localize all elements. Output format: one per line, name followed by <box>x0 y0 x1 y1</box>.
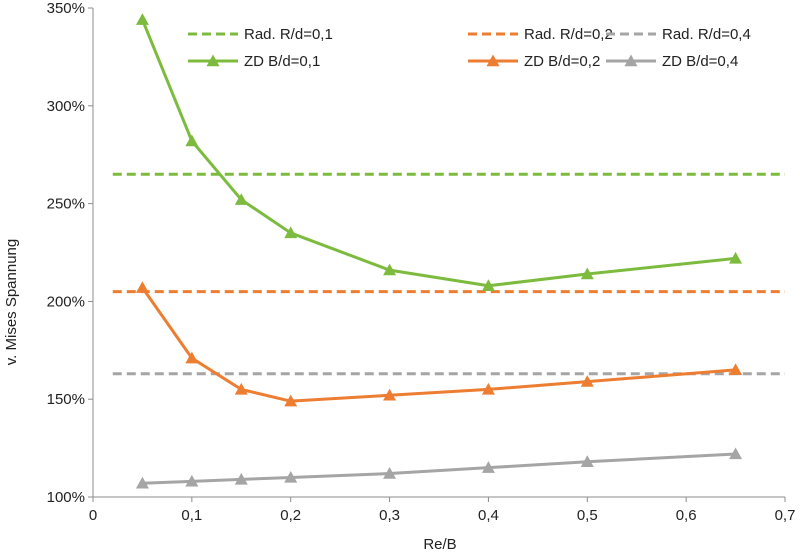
data-point <box>383 388 397 401</box>
data-point <box>284 226 298 239</box>
data-point <box>729 447 743 460</box>
data-point <box>135 13 149 25</box>
x-tick-label: 0,2 <box>280 507 301 524</box>
axes: 100% 150% 200% 250% 300% 350% 0 0,1 0,2 0,3 0,4 0,5… <box>47 0 796 524</box>
x-tick-label: 0,5 <box>577 507 598 524</box>
data-point <box>729 251 743 264</box>
data-point <box>135 476 149 489</box>
data-point <box>580 267 594 280</box>
series-line <box>141 19 736 288</box>
data-point <box>284 470 298 483</box>
legend-label: Rad. R/d=0,1 <box>244 26 333 43</box>
y-tick-label: 100% <box>47 489 85 506</box>
data-point <box>481 461 495 473</box>
data-point <box>729 363 743 376</box>
data-point <box>135 281 149 293</box>
data-point <box>383 263 397 276</box>
legend-label: ZD B/d=0,4 <box>662 53 738 70</box>
legend-marker <box>486 54 500 67</box>
y-tick-label: 200% <box>47 293 85 310</box>
y-tick-label: 350% <box>47 0 85 17</box>
data-point <box>284 394 298 407</box>
y-axis-title: v. Mises Spannung <box>3 239 20 365</box>
x-tick-label: 0,1 <box>181 507 202 524</box>
data-point <box>580 375 594 387</box>
x-axis-title: Re/B <box>423 536 456 553</box>
data-point <box>234 472 248 485</box>
legend-marker <box>624 54 638 67</box>
legend-label: ZD B/d=0,2 <box>524 53 600 70</box>
x-tick-label: 0,6 <box>676 507 697 524</box>
legend-label: ZD B/d=0,1 <box>244 53 320 70</box>
series-line <box>141 286 736 403</box>
y-tick-label: 150% <box>47 391 85 408</box>
data-point <box>234 193 248 205</box>
series-line <box>142 452 736 485</box>
legend: Rad. R/d=0,1 Rad. R/d=0,2 Rad. R/d=0,4 ZD B… <box>188 26 751 70</box>
legend-label: Rad. R/d=0,2 <box>524 26 613 43</box>
data-point <box>383 467 397 479</box>
y-tick-label: 250% <box>47 196 85 213</box>
x-tick-label: 0,7 <box>775 507 796 524</box>
data-point <box>185 351 199 364</box>
data-point <box>234 382 248 395</box>
x-tick-label: 0 <box>89 507 97 524</box>
legend-label: Rad. R/d=0,4 <box>662 26 751 43</box>
legend-marker <box>206 54 220 67</box>
data-point <box>185 134 199 147</box>
y-tick-label: 300% <box>47 98 85 115</box>
data-point <box>580 455 594 467</box>
plot-area <box>112 13 785 489</box>
x-tick-label: 0,4 <box>478 507 499 524</box>
x-tick-label: 0,3 <box>379 507 400 524</box>
data-point <box>481 382 495 395</box>
data-point <box>185 474 199 487</box>
data-point <box>481 279 495 291</box>
